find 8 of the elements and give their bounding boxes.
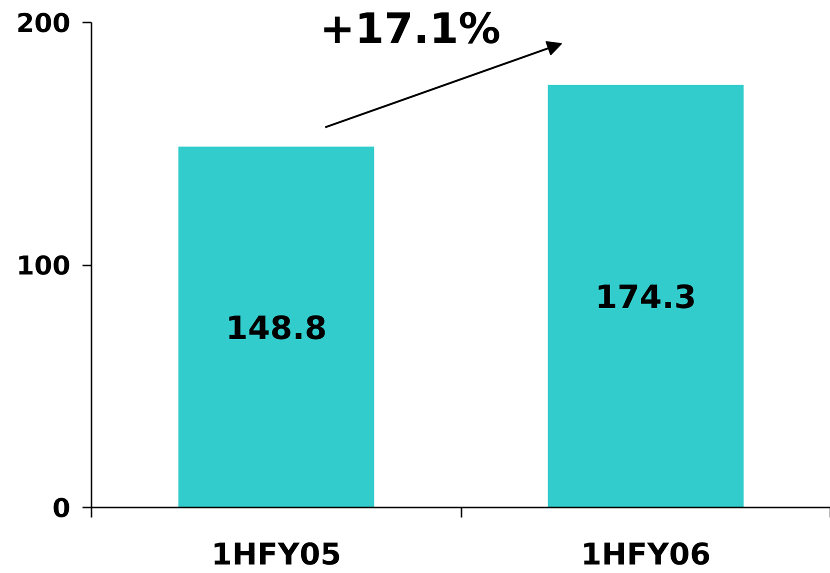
x-tick-label: 1HFY06 — [580, 538, 711, 572]
y-tick-label: 200 — [16, 9, 71, 39]
data-label: 174.3 — [595, 278, 696, 316]
x-tick-label: 1HFY05 — [211, 538, 342, 572]
y-tick-label: 0 — [52, 494, 71, 524]
y-tick-label: 100 — [16, 252, 71, 282]
annotation: +17.1% — [320, 4, 501, 54]
data-label: 148.8 — [226, 309, 327, 348]
